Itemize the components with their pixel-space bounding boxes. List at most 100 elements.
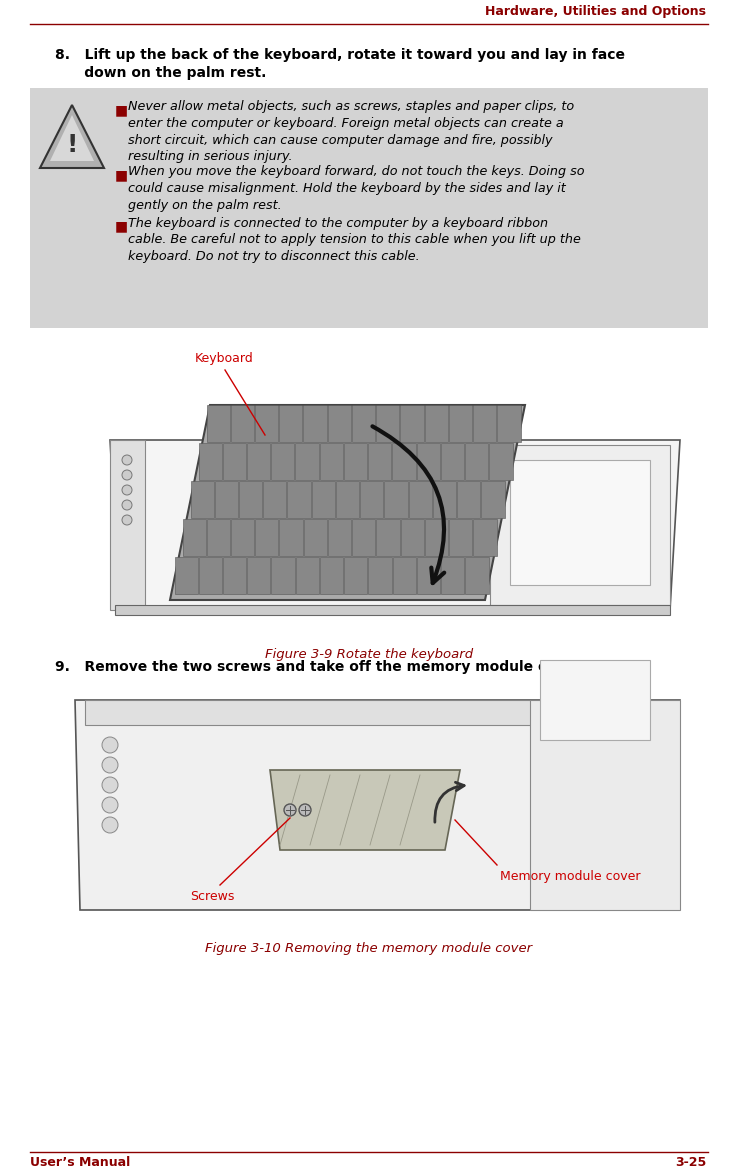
FancyBboxPatch shape xyxy=(182,518,206,556)
FancyBboxPatch shape xyxy=(376,404,399,442)
FancyBboxPatch shape xyxy=(384,481,407,518)
FancyBboxPatch shape xyxy=(255,518,278,556)
FancyBboxPatch shape xyxy=(207,518,230,556)
FancyBboxPatch shape xyxy=(247,443,270,479)
FancyBboxPatch shape xyxy=(328,404,351,442)
Text: Hardware, Utilities and Options: Hardware, Utilities and Options xyxy=(485,6,706,19)
Text: 3-25: 3-25 xyxy=(675,1157,706,1170)
FancyBboxPatch shape xyxy=(441,557,464,593)
FancyBboxPatch shape xyxy=(287,481,311,518)
FancyBboxPatch shape xyxy=(271,443,294,479)
FancyBboxPatch shape xyxy=(279,404,303,442)
FancyBboxPatch shape xyxy=(344,557,368,593)
FancyBboxPatch shape xyxy=(481,481,505,518)
FancyBboxPatch shape xyxy=(85,700,675,725)
FancyBboxPatch shape xyxy=(320,443,343,479)
Circle shape xyxy=(299,804,311,816)
Polygon shape xyxy=(110,440,680,609)
FancyBboxPatch shape xyxy=(190,481,214,518)
Text: User’s Manual: User’s Manual xyxy=(30,1157,130,1170)
FancyBboxPatch shape xyxy=(328,518,351,556)
Polygon shape xyxy=(170,406,525,600)
Polygon shape xyxy=(510,459,650,585)
Text: 9.   Remove the two screws and take off the memory module cover.: 9. Remove the two screws and take off th… xyxy=(55,660,584,674)
FancyBboxPatch shape xyxy=(457,481,480,518)
Text: Keyboard: Keyboard xyxy=(195,352,254,364)
FancyBboxPatch shape xyxy=(295,443,319,479)
FancyBboxPatch shape xyxy=(30,88,708,328)
Circle shape xyxy=(122,500,132,510)
FancyBboxPatch shape xyxy=(424,404,448,442)
Text: ■: ■ xyxy=(115,103,128,117)
FancyBboxPatch shape xyxy=(352,518,376,556)
FancyBboxPatch shape xyxy=(360,481,383,518)
Text: 8.   Lift up the back of the keyboard, rotate it toward you and lay in face: 8. Lift up the back of the keyboard, rot… xyxy=(55,48,625,62)
FancyBboxPatch shape xyxy=(199,443,221,479)
Text: The keyboard is connected to the computer by a keyboard ribbon
cable. Be careful: The keyboard is connected to the compute… xyxy=(128,217,581,264)
FancyBboxPatch shape xyxy=(280,518,303,556)
FancyBboxPatch shape xyxy=(417,557,440,593)
Text: Memory module cover: Memory module cover xyxy=(500,870,641,883)
FancyBboxPatch shape xyxy=(425,518,448,556)
Polygon shape xyxy=(40,105,104,168)
Text: Screws: Screws xyxy=(190,890,235,902)
Text: When you move the keyboard forward, do not touch the keys. Doing so
could cause : When you move the keyboard forward, do n… xyxy=(128,165,584,212)
FancyBboxPatch shape xyxy=(296,557,319,593)
Polygon shape xyxy=(490,445,670,605)
FancyBboxPatch shape xyxy=(303,404,327,442)
Polygon shape xyxy=(75,700,680,909)
FancyBboxPatch shape xyxy=(247,557,270,593)
Text: ■: ■ xyxy=(115,219,128,233)
FancyBboxPatch shape xyxy=(231,404,254,442)
FancyBboxPatch shape xyxy=(416,443,440,479)
FancyBboxPatch shape xyxy=(272,557,294,593)
FancyBboxPatch shape xyxy=(393,443,415,479)
Circle shape xyxy=(122,455,132,465)
Circle shape xyxy=(102,737,118,752)
Text: Figure 3-9 Rotate the keyboard: Figure 3-9 Rotate the keyboard xyxy=(265,648,473,661)
FancyBboxPatch shape xyxy=(449,518,472,556)
FancyBboxPatch shape xyxy=(223,557,246,593)
FancyBboxPatch shape xyxy=(303,518,327,556)
FancyBboxPatch shape xyxy=(199,557,222,593)
FancyBboxPatch shape xyxy=(368,443,391,479)
FancyBboxPatch shape xyxy=(115,605,670,615)
Text: !: ! xyxy=(66,132,77,157)
Circle shape xyxy=(122,515,132,525)
FancyBboxPatch shape xyxy=(352,404,375,442)
FancyBboxPatch shape xyxy=(409,481,432,518)
Text: Never allow metal objects, such as screws, staples and paper clips, to
enter the: Never allow metal objects, such as screw… xyxy=(128,100,574,163)
Text: Figure 3-10 Removing the memory module cover: Figure 3-10 Removing the memory module c… xyxy=(205,942,533,955)
Text: down on the palm rest.: down on the palm rest. xyxy=(55,66,266,80)
FancyBboxPatch shape xyxy=(344,443,367,479)
FancyBboxPatch shape xyxy=(432,481,456,518)
FancyBboxPatch shape xyxy=(311,481,335,518)
FancyBboxPatch shape xyxy=(465,557,489,593)
FancyBboxPatch shape xyxy=(255,404,278,442)
FancyBboxPatch shape xyxy=(376,518,399,556)
Polygon shape xyxy=(270,770,460,850)
Polygon shape xyxy=(110,440,145,609)
FancyBboxPatch shape xyxy=(215,481,238,518)
FancyBboxPatch shape xyxy=(465,443,489,479)
Circle shape xyxy=(102,777,118,793)
FancyBboxPatch shape xyxy=(336,481,359,518)
FancyBboxPatch shape xyxy=(449,404,472,442)
FancyBboxPatch shape xyxy=(174,557,198,593)
FancyBboxPatch shape xyxy=(473,518,497,556)
FancyBboxPatch shape xyxy=(223,443,246,479)
Circle shape xyxy=(102,797,118,813)
FancyBboxPatch shape xyxy=(489,443,512,479)
FancyBboxPatch shape xyxy=(320,557,343,593)
FancyBboxPatch shape xyxy=(231,518,254,556)
Text: ■: ■ xyxy=(115,169,128,182)
FancyBboxPatch shape xyxy=(400,404,424,442)
FancyBboxPatch shape xyxy=(401,518,424,556)
FancyBboxPatch shape xyxy=(393,557,415,593)
FancyBboxPatch shape xyxy=(263,481,286,518)
Polygon shape xyxy=(530,700,680,909)
FancyBboxPatch shape xyxy=(239,481,262,518)
Circle shape xyxy=(102,757,118,774)
Circle shape xyxy=(122,485,132,495)
FancyBboxPatch shape xyxy=(441,443,464,479)
